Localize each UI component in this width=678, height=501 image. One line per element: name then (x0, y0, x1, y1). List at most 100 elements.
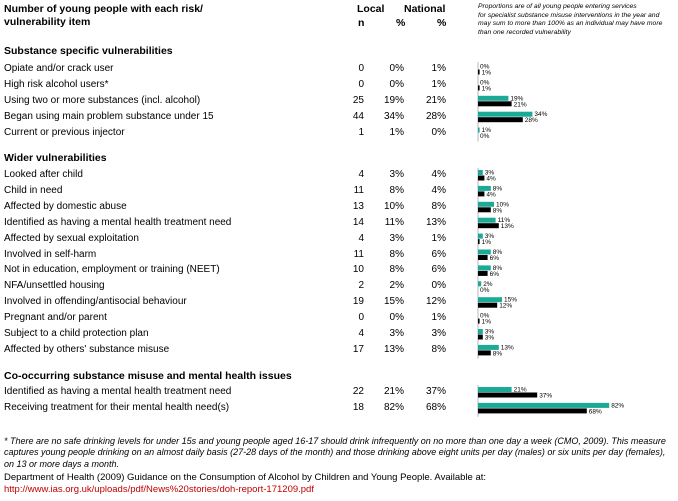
national-bar (478, 318, 480, 324)
local-n-value: 1 (358, 126, 364, 138)
n-column-header: n (358, 17, 365, 29)
local-n-value: 25 (352, 94, 364, 106)
local-n-value: 4 (358, 328, 364, 339)
national-bar-label: 1% (482, 319, 492, 326)
section-title: Wider vulnerabilities (4, 152, 107, 164)
row-label: Involved in self-harm (4, 248, 97, 260)
national-pct-value: 13% (425, 216, 446, 228)
national-bar-label: 3% (485, 335, 495, 342)
local-bar-label: 0% (480, 79, 490, 86)
local-bar-label: 13% (501, 344, 514, 351)
row-label: Not in education, employment or training… (4, 264, 220, 276)
note-line: for specialist substance misuse interven… (478, 11, 660, 19)
row-label: Looked after child (4, 169, 83, 180)
national-pct-value: 37% (425, 386, 446, 397)
national-bar-label: 1% (482, 239, 492, 246)
national-pct-value: 0% (431, 280, 446, 292)
local-pct-value: 8% (389, 248, 404, 260)
national-bar-label: 12% (499, 303, 512, 310)
national-bar-label: 1% (482, 70, 492, 77)
row-label: Involved in offending/antisocial behavio… (4, 296, 187, 308)
local-bar (478, 297, 502, 303)
national-pct-value: 8% (431, 343, 446, 355)
national-header: National (404, 3, 446, 15)
local-bar (478, 170, 483, 175)
local-bar-label: 1% (482, 127, 492, 134)
local-n-value: 11 (353, 248, 364, 260)
local-n-value: 11 (353, 184, 364, 196)
national-bar-label: 28% (525, 117, 538, 124)
local-pct-value: 11% (384, 216, 404, 228)
national-pct-header: % (437, 17, 447, 29)
source-link[interactable]: http://www.ias.org.uk/uploads/pdf/News%2… (4, 484, 314, 495)
national-pct-value: 1% (431, 63, 446, 74)
local-pct-value: 0% (389, 78, 404, 90)
local-pct-value: 21% (383, 386, 404, 397)
national-bar-label: 4% (486, 176, 496, 183)
national-pct-value: 3% (431, 328, 446, 339)
national-bar-label: 68% (589, 408, 602, 415)
row-label: Identified as having a mental health tre… (4, 216, 232, 228)
local-pct-value: 1% (389, 126, 404, 138)
local-pct-value: 8% (389, 264, 404, 276)
local-bar-label: 8% (493, 185, 503, 192)
note-line: may sum to more than 100% as an individu… (478, 20, 663, 28)
local-bar-label: 3% (485, 170, 495, 177)
national-bar (478, 239, 480, 245)
source-text: Department of Health (2009) Guidance on … (4, 472, 487, 483)
national-pct-value: 6% (431, 264, 446, 276)
local-n-value: 2 (358, 280, 364, 292)
local-n-value: 19 (352, 296, 364, 308)
national-pct-value: 4% (431, 169, 446, 180)
row-label: NFA/unsettled housing (4, 280, 105, 292)
local-bar-label: 10% (496, 201, 509, 208)
local-n-value: 4 (358, 169, 364, 180)
national-bar (478, 302, 498, 308)
national-bar (478, 175, 485, 181)
local-bar-label: 0% (480, 313, 490, 320)
footnote: * There are no safe drinking levels for … (4, 436, 666, 469)
national-pct-value: 4% (431, 184, 446, 196)
national-bar (478, 191, 485, 197)
national-pct-value: 12% (425, 296, 446, 308)
row-label: High risk alcohol users* (4, 78, 109, 90)
local-bar-label: 11% (498, 217, 511, 224)
local-pct-value: 3% (389, 169, 404, 180)
local-pct-value: 0% (389, 312, 404, 324)
local-bar-label: 8% (493, 249, 503, 256)
item-header-line2: vulnerability item (4, 16, 91, 28)
local-pct-value: 8% (389, 184, 404, 196)
local-bar (478, 265, 491, 271)
local-bar-label: 34% (534, 111, 547, 118)
local-pct-value: 82% (383, 401, 404, 413)
national-bar-label: 37% (539, 393, 552, 400)
local-pct-value: 19% (383, 94, 404, 106)
national-bar (478, 255, 488, 260)
national-pct-value: 1% (431, 78, 446, 90)
local-n-value: 0 (358, 312, 364, 324)
row-label: Identified as having a mental health tre… (4, 386, 232, 397)
proportions-note: Proportions are of all young people ente… (478, 3, 662, 37)
national-bar (478, 350, 491, 356)
national-pct-value: 1% (431, 312, 446, 324)
local-n-value: 44 (352, 110, 364, 122)
local-pct-value: 13% (383, 343, 404, 355)
row-label: Receiving treatment for their mental hea… (4, 401, 230, 413)
local-bar (478, 217, 496, 223)
local-n-value: 0 (358, 78, 364, 90)
local-bar-label: 82% (611, 402, 624, 409)
local-bar (478, 201, 494, 207)
national-bar (478, 117, 523, 123)
row-label: Affected by others' substance misuse (4, 343, 170, 355)
national-pct-value: 8% (431, 200, 446, 212)
row-label: Began using main problem substance under… (4, 110, 214, 122)
national-bar (478, 408, 587, 414)
section-title: Co-occurring substance misuse and mental… (4, 370, 292, 382)
row-label: Child in need (4, 184, 63, 196)
local-bar (478, 95, 509, 101)
national-bar-label: 1% (482, 85, 492, 92)
section-title: Substance specific vulnerabilities (4, 45, 173, 57)
row-label: Affected by domestic abuse (4, 200, 127, 212)
local-bar-label: 8% (493, 265, 503, 272)
